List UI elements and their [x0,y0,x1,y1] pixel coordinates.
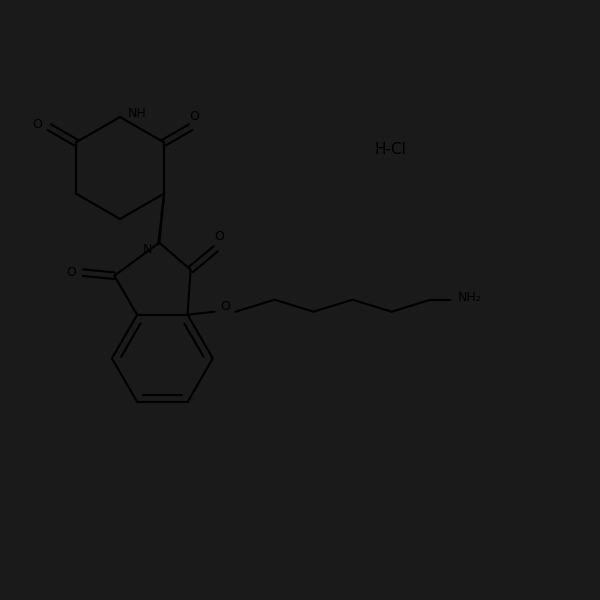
Text: NH₂: NH₂ [458,291,481,304]
Text: H-Cl: H-Cl [374,142,406,157]
Text: O: O [214,230,224,243]
Text: NH: NH [127,107,146,121]
Text: O: O [190,110,199,123]
Text: N: N [143,244,152,256]
Text: O: O [32,118,42,131]
Text: O: O [220,301,230,313]
Text: O: O [66,266,76,279]
